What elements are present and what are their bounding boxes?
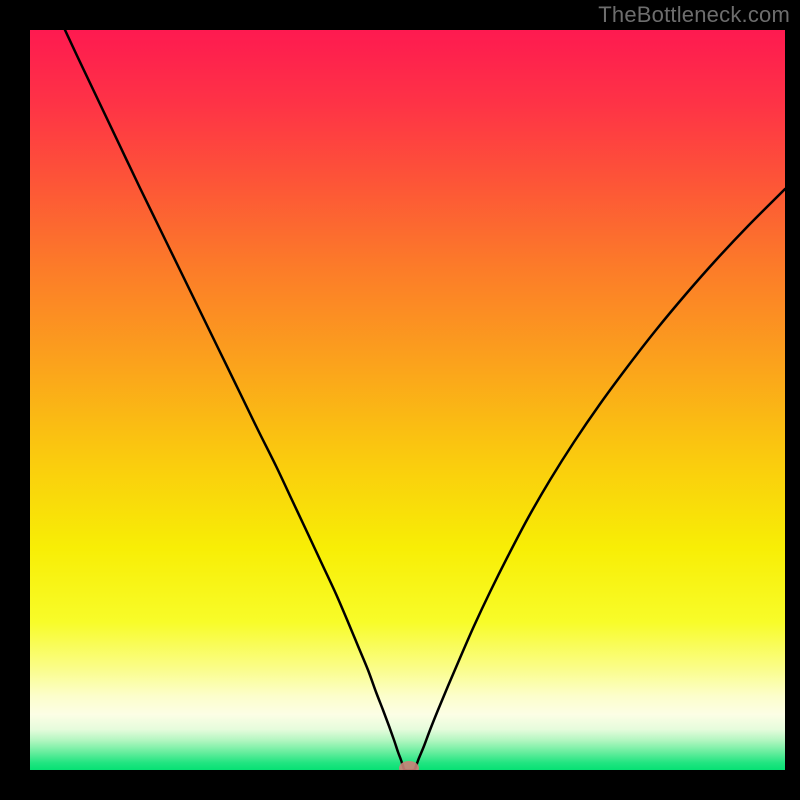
border-bottom: [0, 770, 800, 800]
watermark-text: TheBottleneck.com: [598, 2, 790, 28]
bottleneck-chart: [0, 0, 800, 800]
chart-container: TheBottleneck.com: [0, 0, 800, 800]
gradient-background: [30, 30, 785, 770]
border-right: [785, 0, 800, 800]
border-left: [0, 0, 30, 800]
